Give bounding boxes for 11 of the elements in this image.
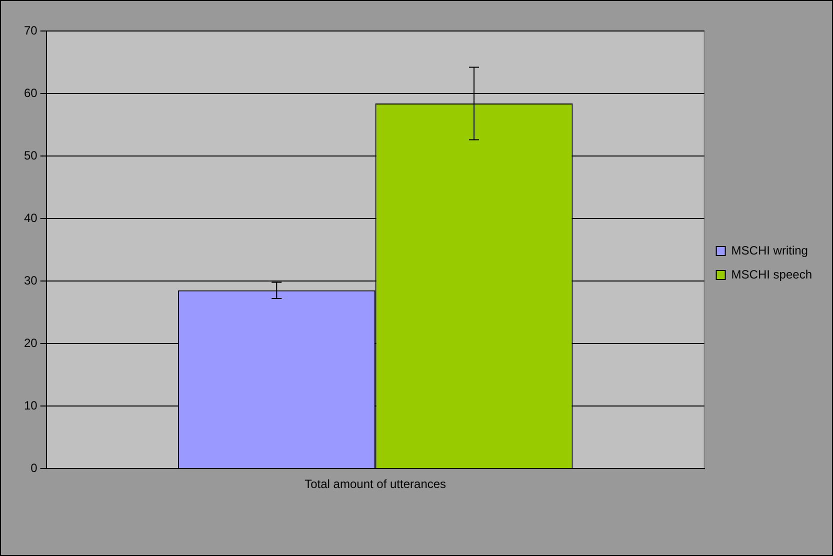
y-tick-label: 10 (24, 398, 38, 412)
y-tick-label: 20 (24, 336, 38, 350)
y-tick-label: 40 (24, 210, 38, 225)
legend-label: MSCHI writing (731, 243, 808, 258)
y-tick-label: 70 (24, 23, 38, 38)
y-tick-label: 50 (24, 148, 38, 162)
y-tick-label: 0 (30, 460, 38, 475)
legend-label: MSCHI speech (731, 267, 812, 282)
y-tick-label: 30 (24, 273, 38, 288)
x-tick-label: Total amount of utterances (304, 477, 446, 492)
y-tick-label: 60 (24, 86, 38, 100)
